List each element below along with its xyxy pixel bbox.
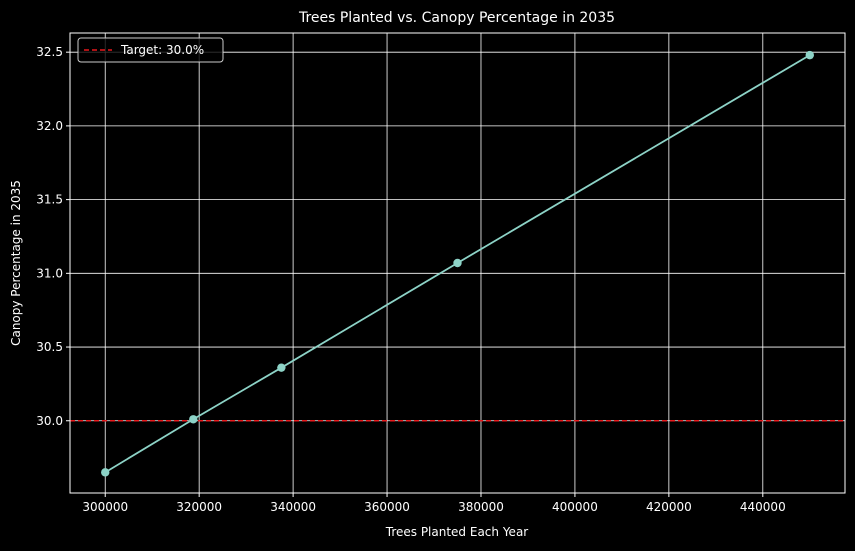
data-point (277, 363, 286, 372)
legend-entry-label: Target: 30.0% (120, 43, 204, 57)
y-tick-label: 30.5 (36, 340, 63, 354)
chart-title: Trees Planted vs. Canopy Percentage in 2… (298, 10, 615, 26)
data-point (453, 258, 462, 268)
series-layer (101, 50, 814, 477)
x-tick-label: 440000 (740, 500, 786, 514)
y-tick-label: 32.5 (36, 45, 63, 59)
x-tick-label: 380000 (458, 500, 504, 514)
x-tick-label: 340000 (270, 500, 316, 514)
x-tick-label: 320000 (176, 500, 222, 514)
x-tick-label: 400000 (552, 500, 598, 514)
data-point (189, 415, 198, 424)
data-point (805, 50, 814, 60)
data-point (101, 468, 110, 477)
legend: Target: 30.0% (77, 37, 224, 63)
axis-ticks: 300000 320000 340000 360000 380000 400000 4200… (36, 45, 785, 514)
x-tick-label: 300000 (82, 500, 128, 514)
y-tick-label: 31.0 (36, 266, 63, 280)
plot-area-frame (69, 32, 846, 494)
x-tick-label: 360000 (364, 500, 410, 514)
x-tick-label: 420000 (646, 500, 692, 514)
x-axis-label: Trees Planted Each Year (385, 525, 529, 539)
y-axis-label: Canopy Percentage in 2035 (9, 180, 23, 346)
legend-box (77, 37, 224, 63)
y-tick-label: 32.0 (36, 119, 63, 133)
y-tick-label: 31.5 (36, 193, 63, 207)
y-tick-label: 30.0 (36, 414, 63, 428)
grid (70, 33, 845, 493)
